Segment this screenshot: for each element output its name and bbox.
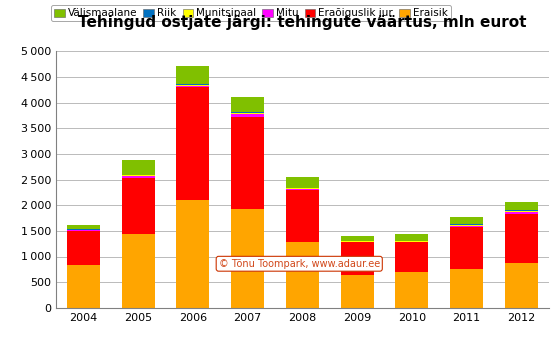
Bar xyxy=(450,227,483,269)
Bar xyxy=(67,265,100,308)
Bar xyxy=(340,276,374,308)
Bar xyxy=(286,177,319,188)
Bar xyxy=(122,178,155,235)
Bar xyxy=(505,211,538,212)
Bar xyxy=(122,159,155,175)
Bar xyxy=(231,209,264,308)
Bar xyxy=(176,86,209,87)
Bar xyxy=(286,242,319,308)
Bar xyxy=(340,241,374,242)
Bar xyxy=(286,189,319,190)
Bar xyxy=(505,214,538,263)
Legend: Välismaalane, Riik, Munitsipaal, Mitu, Eraõiguslik jur, Eraisik: Välismaalane, Riik, Munitsipaal, Mitu, E… xyxy=(51,5,451,22)
Bar xyxy=(450,224,483,225)
Text: Tehingud ostjate järgi: tehingute väärtus, mln eurot: Tehingud ostjate järgi: tehingute väärtu… xyxy=(78,15,526,30)
Bar xyxy=(395,272,428,308)
Bar xyxy=(176,84,209,86)
Bar xyxy=(67,231,100,265)
Bar xyxy=(231,97,264,112)
Bar xyxy=(231,113,264,114)
Bar xyxy=(122,176,155,178)
Bar xyxy=(340,242,374,276)
Bar xyxy=(67,229,100,231)
Bar xyxy=(450,225,483,226)
Bar xyxy=(176,200,209,308)
Bar xyxy=(505,210,538,211)
Bar xyxy=(231,112,264,113)
Bar xyxy=(450,269,483,308)
Bar xyxy=(122,235,155,308)
Bar xyxy=(395,234,428,241)
Bar xyxy=(231,114,264,117)
Bar xyxy=(231,117,264,209)
Bar xyxy=(505,263,538,308)
Bar xyxy=(450,226,483,227)
Bar xyxy=(176,87,209,200)
Bar xyxy=(505,212,538,214)
Text: © Tõnu Toompark, www.adaur.ee: © Tõnu Toompark, www.adaur.ee xyxy=(218,259,380,269)
Bar xyxy=(505,202,538,210)
Bar xyxy=(395,242,428,272)
Bar xyxy=(286,188,319,189)
Bar xyxy=(286,190,319,242)
Bar xyxy=(122,175,155,176)
Bar xyxy=(67,225,100,229)
Bar xyxy=(450,217,483,224)
Bar xyxy=(395,241,428,242)
Bar xyxy=(176,66,209,84)
Bar xyxy=(340,236,374,241)
